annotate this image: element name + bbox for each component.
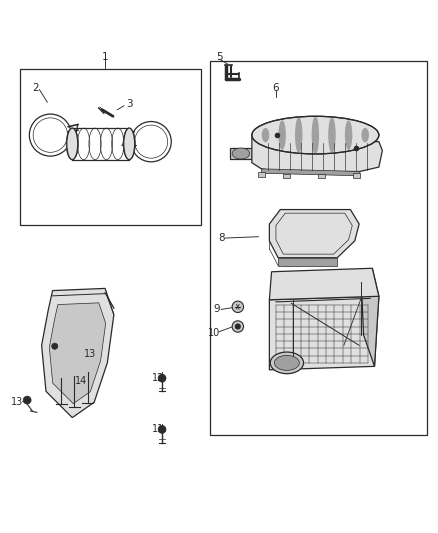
Bar	[283, 174, 290, 178]
Text: 9: 9	[213, 304, 220, 314]
Polygon shape	[261, 169, 360, 176]
Text: 13: 13	[84, 349, 96, 359]
Text: 1: 1	[102, 52, 109, 62]
Circle shape	[232, 301, 244, 312]
Circle shape	[23, 396, 31, 404]
Circle shape	[158, 425, 166, 433]
Ellipse shape	[279, 120, 286, 150]
Text: 6: 6	[272, 83, 279, 93]
Bar	[210, 61, 427, 435]
Text: 12: 12	[152, 373, 164, 383]
Polygon shape	[269, 209, 359, 258]
Ellipse shape	[274, 356, 299, 370]
Ellipse shape	[361, 128, 369, 142]
Text: 11: 11	[152, 424, 164, 434]
Polygon shape	[42, 288, 114, 418]
Polygon shape	[230, 148, 252, 159]
Text: 2: 2	[32, 83, 39, 93]
Bar	[20, 69, 201, 225]
Bar	[353, 173, 360, 177]
Text: 7: 7	[321, 127, 328, 138]
Text: 10: 10	[208, 328, 220, 338]
Ellipse shape	[295, 117, 303, 153]
Polygon shape	[269, 296, 379, 370]
Text: 13: 13	[11, 397, 23, 407]
Polygon shape	[361, 268, 379, 366]
Circle shape	[235, 324, 241, 329]
Ellipse shape	[311, 116, 319, 154]
Text: 5: 5	[216, 52, 223, 62]
Circle shape	[158, 374, 166, 382]
Ellipse shape	[232, 148, 250, 159]
Ellipse shape	[124, 128, 135, 159]
Text: 14: 14	[75, 376, 87, 386]
Ellipse shape	[67, 128, 78, 159]
Polygon shape	[278, 258, 337, 265]
Bar	[318, 174, 325, 178]
Ellipse shape	[270, 352, 304, 374]
Text: 4: 4	[120, 140, 127, 150]
Ellipse shape	[345, 120, 352, 150]
Circle shape	[232, 321, 244, 332]
Text: 8: 8	[218, 233, 225, 243]
Circle shape	[52, 343, 58, 349]
Ellipse shape	[262, 128, 269, 142]
Text: 3: 3	[126, 100, 133, 109]
Ellipse shape	[328, 117, 336, 153]
Polygon shape	[49, 303, 106, 403]
Polygon shape	[269, 268, 379, 300]
Ellipse shape	[252, 116, 379, 154]
Polygon shape	[252, 138, 382, 172]
Bar	[258, 172, 265, 177]
